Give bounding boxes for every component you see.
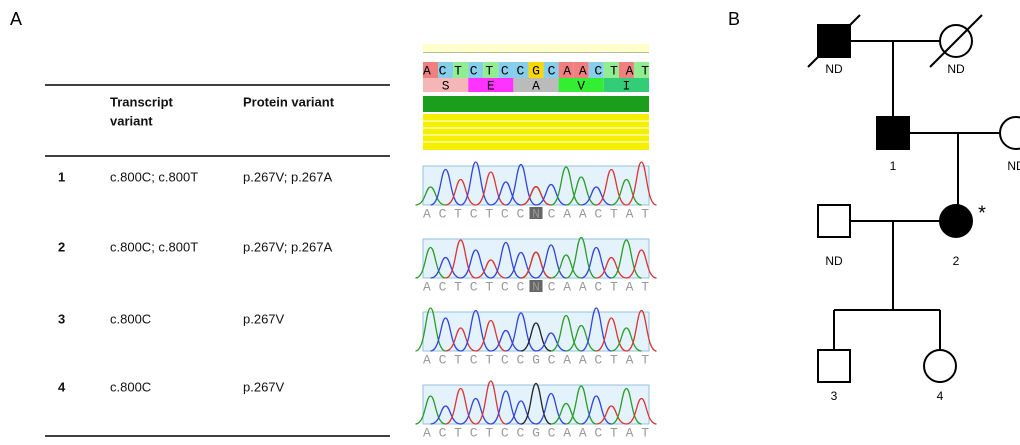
amino-acid: V [577,78,585,93]
amino-acid: I [622,78,630,93]
female [1000,117,1020,149]
trace-seq: ACTCTCCNCAACTAT [423,279,649,294]
transcript: c.800C [110,311,151,326]
row-number: 4 [58,379,66,394]
track [423,52,649,53]
panel-label: B [728,9,740,29]
protein: p.267V; p.267A [243,169,332,184]
proband [940,205,972,237]
male [818,350,850,382]
trace-seq: ACTCTCCGCAACTAT [423,425,649,440]
male [818,205,850,237]
trace-bg [423,239,649,278]
row-number: 3 [58,311,65,326]
table-rows: 1 c.800C; c.800T p.267V; p.267A 2 c.800C; c.… [58,169,332,394]
row-number: 1 [58,169,65,184]
reference-seq: ACTCTCCGCAACTAT [423,63,649,78]
label: ND [825,254,843,268]
amino-acid: A [532,78,540,93]
label: 1 [890,159,897,173]
table: Transcript variant Protein variant [45,85,390,436]
label: ND [947,62,965,76]
trace-bg [423,312,649,351]
track [423,44,649,52]
trace-seq: ACTCTCCGCAACTAT [423,352,649,367]
amino-acid: S [442,78,450,93]
protein: p.267V [243,379,285,394]
label: 4 [937,389,944,403]
row-number: 2 [58,239,65,254]
label: ND [825,62,843,76]
protein: p.267V; p.267A [243,239,332,254]
trace-seq: ACTCTCCNCAACTAT [423,206,649,221]
amino-acid: E [487,78,495,93]
transcript: c.800C; c.800T [110,239,198,254]
figure: A B Transcript variant Protein variant 1… [0,0,1020,445]
consensus-bar [423,96,649,112]
affected-male [877,117,909,149]
header: variant [110,113,153,128]
pedigree: ND ND 1 ND * ND 2 3 4 [808,15,1020,403]
trace-bg [423,385,649,424]
female [924,350,956,382]
proband-mark: * [978,202,986,224]
coverage-bar [423,114,649,150]
label: 2 [953,254,960,268]
header: Protein variant [243,94,335,109]
transcript: c.800C [110,379,151,394]
label: ND [1007,159,1020,173]
label: 3 [831,389,838,403]
transcript: c.800C; c.800T [110,169,198,184]
protein: p.267V [243,311,285,326]
panel-label: A [10,9,22,29]
header: Transcript [110,94,174,109]
